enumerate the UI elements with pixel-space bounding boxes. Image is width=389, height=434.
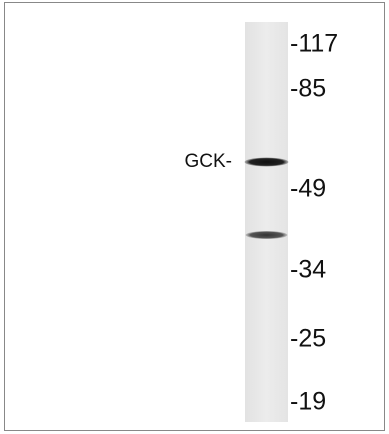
marker-label: -25 <box>290 325 326 353</box>
band <box>246 231 288 239</box>
marker-label: -49 <box>290 175 326 203</box>
lane <box>245 22 288 422</box>
marker-label: -34 <box>290 256 326 284</box>
frame <box>5 3 385 431</box>
marker-label: -117 <box>290 30 338 58</box>
band-label: GCK- <box>185 151 233 172</box>
marker-label: -19 <box>290 388 326 416</box>
blot-figure: GCK- -117 -85 -49 -34 -25 -19 <box>0 0 389 434</box>
marker-label: -85 <box>290 75 326 103</box>
band <box>245 158 289 167</box>
page: GCK- -117 -85 -49 -34 -25 -19 (() => { c… <box>0 0 389 434</box>
